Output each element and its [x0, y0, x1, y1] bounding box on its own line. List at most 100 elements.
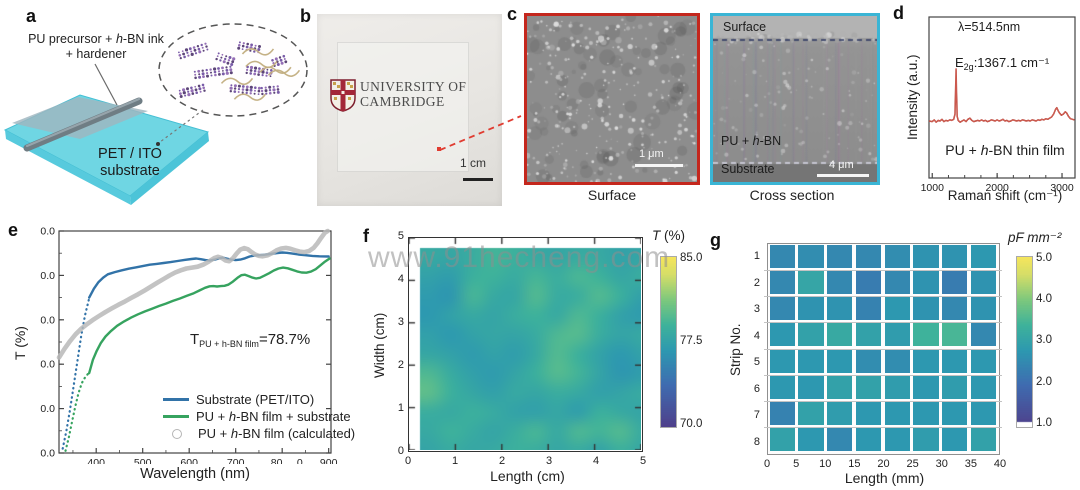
capacitance-cell-r8c7: [942, 427, 968, 451]
f-cb-tick-85.0: 85.0: [680, 252, 703, 264]
capacitance-cell-r6c1: [769, 375, 795, 399]
laser-wavelength-annotation: λ=514.5nm: [958, 20, 1021, 34]
capacitance-cell-r8c6: [913, 427, 939, 451]
grid-row-divider: [764, 322, 1002, 324]
svg-text:0: 0: [297, 457, 303, 464]
logo-line2: CAMBRIDGE: [360, 93, 445, 109]
transmittance-chart: 0.020.040.060.080.0100.04005006007008009…: [40, 226, 338, 465]
cambridge-logo-text: UNIVERSITY OF CAMBRIDGE: [360, 79, 466, 109]
capacitance-cell-r2c8: [970, 271, 997, 295]
grid-ylabel: Strip No.: [728, 323, 743, 376]
svg-text:80.0: 80.0: [40, 270, 55, 282]
capacitance-cell-r6c8: [970, 375, 997, 399]
panel-c-label: c: [507, 4, 518, 24]
capacitance-cell-r2c6: [913, 271, 939, 295]
legend-row-film-substrate: PU + h-BN film + substrate: [163, 408, 355, 425]
ink-annotation-line2: + hardener: [65, 47, 127, 61]
capacitance-cell-r1c8: [970, 245, 997, 269]
e2g-sub: 2g: [963, 62, 974, 72]
capacitance-cell-r1c6: [913, 245, 939, 269]
raman-sample-post: -BN thin film: [988, 142, 1065, 158]
photo-scale-bar: [463, 178, 493, 181]
label-pointer-line: [94, 63, 118, 106]
g-cb-tick-1.0: 1.0: [1036, 416, 1052, 429]
capacitance-cell-r5c2: [798, 349, 824, 373]
sem-surface-image: 1 μm: [524, 13, 700, 185]
capacitance-cell-r3c4: [855, 297, 882, 321]
curve-substrate-pet-ito-uv-edge: [61, 298, 90, 450]
cross-surface-label: Surface: [723, 20, 767, 34]
capacitance-cell-r7c2: [798, 401, 824, 425]
substrate-line1: PET / ITO: [98, 146, 162, 162]
f-cb-tick-77.5: 77.5: [680, 335, 703, 347]
capacitance-cell-r5c5: [884, 349, 910, 373]
f-xtick-2: 2: [498, 455, 506, 467]
map-xlabel: Length (cm): [490, 468, 565, 484]
g-row-4: 4: [753, 329, 760, 342]
capacitance-cell-r5c8: [970, 349, 997, 373]
capacitance-cell-r6c3: [827, 375, 853, 399]
grid-colorbar-title: pF mm⁻²: [1008, 230, 1062, 245]
f-ytick-5: 5: [397, 230, 404, 242]
curve-pu-h-bn-film-substrate: [88, 257, 331, 375]
legend1-text: PU +: [196, 409, 229, 424]
surface-caption: Surface: [587, 187, 637, 203]
hbn-polymer-ink-drawing: [178, 41, 301, 101]
capacitance-cell-r2c1: [769, 271, 795, 295]
capacitance-cell-r3c5: [884, 297, 910, 321]
raman-curve: [928, 68, 1075, 123]
f-cb-tick-70.0: 70.0: [680, 418, 703, 430]
transmittance-xlabel: Wavelength (nm): [140, 466, 250, 482]
g-cb-tick-5.0: 5.0: [1036, 252, 1052, 264]
f-ytick-3: 3: [397, 316, 404, 328]
transmittance-legend: Substrate (PET/ITO) PU + h-BN film + sub…: [163, 391, 355, 442]
g-xtick-20: 20: [877, 458, 890, 470]
capacitance-cell-r5c1: [769, 349, 795, 373]
f-ytick-1: 1: [397, 402, 404, 414]
f-xtick-4: 4: [592, 455, 600, 467]
capacitance-cell-r3c2: [798, 297, 824, 321]
legend1-it: h: [228, 409, 237, 424]
f-xtick-5: 5: [639, 455, 647, 467]
svg-text:1000: 1000: [921, 182, 945, 194]
capacitance-cell-r1c3: [827, 245, 853, 269]
capacitance-cell-r8c2: [798, 427, 824, 451]
capacitance-cell-r6c4: [855, 375, 882, 399]
g-row-2: 2: [753, 276, 760, 289]
capacitance-cell-r4c1: [769, 323, 795, 347]
capacitance-cell-r3c3: [827, 297, 853, 321]
ann-sub: PU + h-BN film: [199, 339, 259, 349]
g-cb-tick-4.0: 4.0: [1036, 293, 1052, 306]
capacitance-cell-r5c4: [855, 349, 882, 373]
grid-row-divider: [764, 270, 1002, 272]
capacitance-cell-r7c4: [855, 401, 882, 425]
g-xtick-15: 15: [848, 458, 861, 470]
substrate-right-edge: [130, 132, 209, 205]
ink-annotation: PU precursor + h-BN ink + hardener: [10, 32, 182, 62]
inset-connector-line: [159, 109, 204, 143]
grid-xlabel: Length (mm): [844, 470, 925, 486]
photo-scale-text: 1 cm: [460, 156, 487, 170]
panel-d-label: d: [893, 3, 904, 23]
raman-ylabel: Intensity (a.u.): [905, 54, 920, 140]
svg-text:400: 400: [87, 457, 105, 464]
g-row-5: 5: [753, 356, 760, 369]
capacitance-cell-r7c7: [942, 401, 968, 425]
panel-e-label: e: [8, 220, 19, 240]
legend2-text: PU +: [198, 426, 231, 441]
g-cb-tick-3.0: 3.0: [1036, 334, 1052, 347]
cb-title-unit: (%): [660, 228, 685, 243]
svg-text:2000: 2000: [985, 182, 1009, 194]
capacitance-cell-r3c1: [769, 297, 795, 321]
sem-surface-scale-text: 1 μm: [639, 148, 664, 160]
g-xtick-25: 25: [906, 458, 919, 470]
capacitance-cell-r7c1: [769, 401, 795, 425]
inset-anchor-dot: [156, 142, 160, 146]
capacitance-cell-r4c2: [798, 323, 824, 347]
sem-cross-section-image: Surface PU + h-BN Substrate 4 μm: [710, 13, 880, 185]
svg-text:60.0: 60.0: [40, 314, 55, 326]
cross-scale-bar: [817, 174, 869, 177]
g-row-6: 6: [753, 382, 760, 395]
cross-substrate-label: Substrate: [721, 162, 775, 176]
